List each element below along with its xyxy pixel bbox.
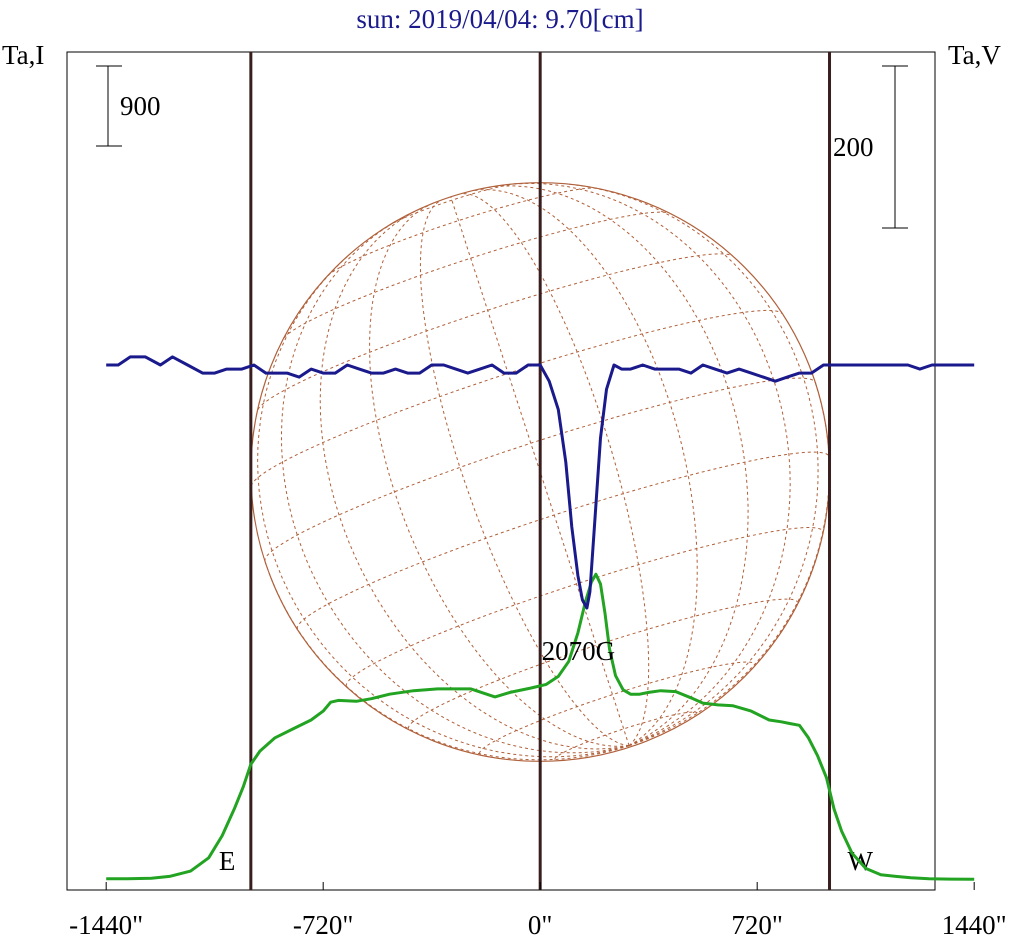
stokes-v-line bbox=[106, 355, 975, 610]
scale-bar-right: 200 bbox=[833, 65, 908, 229]
plot-frame bbox=[66, 51, 936, 891]
y-axis-label-right: Ta,V bbox=[948, 40, 1001, 70]
limb-label-e: E bbox=[219, 846, 236, 876]
longitude-line bbox=[257, 253, 630, 758]
scale-bar-left: 900 bbox=[96, 65, 161, 147]
scale-bar-left-label: 900 bbox=[120, 91, 161, 121]
stokes-i-line bbox=[106, 572, 975, 881]
latitude-line bbox=[283, 211, 669, 339]
longitude-line bbox=[280, 216, 630, 754]
latitude-line bbox=[478, 661, 756, 754]
scale-bar-right-label: 200 bbox=[833, 132, 874, 162]
latitude-line bbox=[257, 253, 733, 410]
x-tick-label: 720" bbox=[731, 910, 783, 940]
longitude-line bbox=[481, 185, 749, 747]
latitude-line bbox=[387, 183, 519, 227]
chart-title: sun: 2019/04/04: 9.70[cm] bbox=[356, 4, 643, 34]
field-strength-annotation: 2070G bbox=[542, 636, 616, 666]
longitude-line bbox=[462, 193, 650, 747]
longitude-line bbox=[369, 204, 630, 747]
x-axis-ticks: -1440" -720" 0" 720" 1440" bbox=[69, 882, 1007, 940]
longitude-line bbox=[472, 189, 698, 747]
longitude-line bbox=[319, 207, 630, 750]
longitude-line bbox=[419, 200, 630, 747]
x-tick-label: -1440" bbox=[69, 910, 143, 940]
y-axis-label-left: Ta,I bbox=[2, 40, 44, 70]
latitude-line bbox=[296, 451, 830, 630]
x-tick-label: 0" bbox=[528, 910, 553, 940]
longitude-line bbox=[450, 196, 630, 746]
x-tick-label: 1440" bbox=[942, 910, 1007, 940]
longitude-line bbox=[566, 183, 819, 747]
latitude-line bbox=[250, 309, 783, 487]
latitude-line bbox=[554, 711, 698, 760]
series-group bbox=[106, 355, 975, 881]
x-tick-label: -720" bbox=[293, 910, 354, 940]
